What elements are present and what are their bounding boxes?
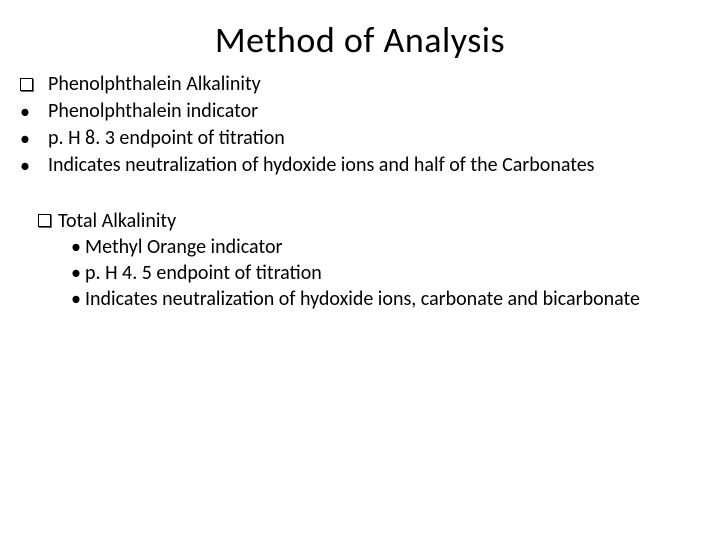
section2-item-text: p. H 4. 5 endpoint of titration [85, 260, 322, 286]
section2-heading-row: Total Alkalinity [36, 208, 720, 234]
section1-item-row: • Indicates neutralization of hydoxide i… [18, 153, 720, 179]
dot-bullet-icon: • [18, 153, 48, 179]
section2-item-row: • Indicates neutralization of hydoxide i… [71, 286, 720, 312]
dot-bullet-icon: • [18, 126, 48, 152]
section1-item-text: p. H 8. 3 endpoint of titration [48, 126, 720, 151]
slide: Method of Analysis Phenolphthalein Alkal… [0, 0, 720, 540]
section1-heading: Phenolphthalein Alkalinity [48, 72, 720, 97]
checkbox-bullet-icon [36, 208, 58, 234]
section2-item-text: Methyl Orange indicator [85, 234, 282, 260]
section2-item-row: • Methyl Orange indicator [71, 234, 720, 260]
section1-item-row: • Phenolphthalein indicator [18, 99, 720, 125]
section1-item-row: • p. H 8. 3 endpoint of titration [18, 126, 720, 152]
section2: Total Alkalinity • Methyl Orange indicat… [18, 208, 720, 312]
slide-title: Method of Analysis [0, 0, 720, 72]
section2-heading: Total Alkalinity [58, 208, 176, 234]
dot-bullet-icon: • [18, 99, 48, 125]
slide-body: Phenolphthalein Alkalinity • Phenolphtha… [0, 72, 720, 312]
section1-item-text: Indicates neutralization of hydoxide ion… [48, 153, 720, 178]
dot-bullet-icon: • [71, 234, 85, 260]
section-gap [18, 180, 720, 208]
section1-heading-row: Phenolphthalein Alkalinity [18, 72, 720, 98]
section2-sublist: • Methyl Orange indicator • p. H 4. 5 en… [36, 234, 720, 312]
section2-item-row: • p. H 4. 5 endpoint of titration [71, 260, 720, 286]
checkbox-bullet-icon [18, 72, 48, 98]
dot-bullet-icon: • [71, 286, 85, 312]
dot-bullet-icon: • [71, 260, 85, 286]
section1-item-text: Phenolphthalein indicator [48, 99, 720, 124]
section2-item-text: Indicates neutralization of hydoxide ion… [85, 286, 640, 312]
